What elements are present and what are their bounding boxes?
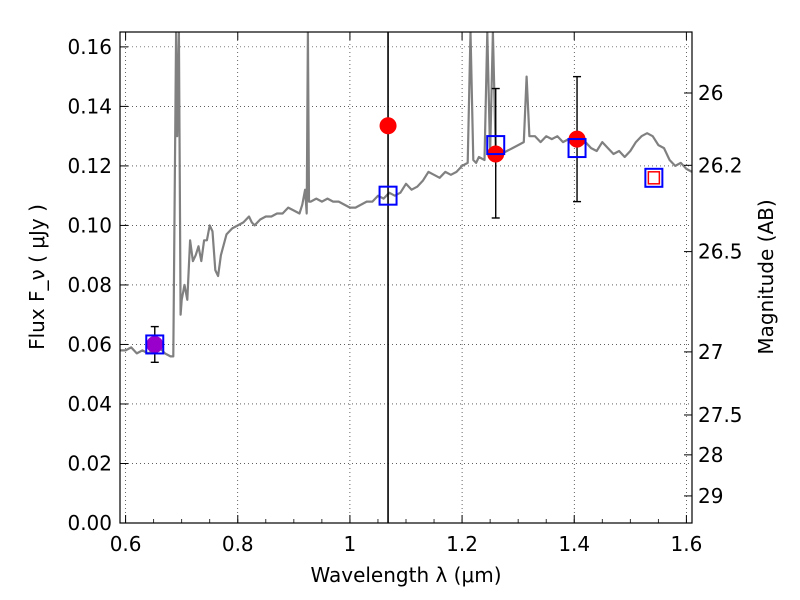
y-tick-label: 0.08 bbox=[67, 273, 112, 297]
right-tick-label: 26.5 bbox=[698, 240, 743, 264]
right-tick-label: 26 bbox=[698, 81, 723, 105]
y-tick-label: 0.06 bbox=[67, 332, 112, 356]
model-point bbox=[567, 138, 587, 159]
x-tick-label: 1.2 bbox=[446, 532, 478, 556]
right-axis-title: Magnitude (AB) bbox=[754, 199, 778, 354]
y-tick-label: 0.14 bbox=[67, 94, 112, 118]
x-tick-label: 1 bbox=[344, 532, 357, 556]
x-tick-label: 0.8 bbox=[222, 532, 254, 556]
y-axis-title: Flux F_ν ( μJy ) bbox=[25, 204, 49, 350]
x-axis-title: Wavelength λ (μm) bbox=[310, 563, 501, 587]
model-point bbox=[378, 185, 398, 206]
right-tick-label: 26.2 bbox=[698, 153, 743, 177]
grid-lines bbox=[120, 32, 692, 523]
data-point bbox=[146, 335, 164, 353]
data-point bbox=[379, 117, 397, 135]
model-point bbox=[644, 167, 664, 188]
upper-limit-point bbox=[647, 171, 661, 185]
model-point bbox=[145, 334, 165, 355]
y-tick-label: 0.00 bbox=[67, 511, 112, 535]
y-tick-label: 0.12 bbox=[67, 154, 112, 178]
x-tick-label: 1.4 bbox=[558, 532, 590, 556]
y-tick-label: 0.10 bbox=[67, 213, 112, 237]
y-tick-label: 0.02 bbox=[67, 451, 112, 475]
right-tick-label: 28 bbox=[698, 443, 723, 467]
axis-ticks: 0.6 0.8 1 1.2 1.4 1.6 0.00 0.02 0.04 0.06 0.08 0.10… bbox=[67, 32, 743, 556]
y-tick-label: 0.16 bbox=[67, 35, 112, 59]
right-tick-label: 27 bbox=[698, 340, 723, 364]
model-point bbox=[486, 135, 506, 156]
x-tick-label: 1.6 bbox=[670, 532, 702, 556]
plot-area bbox=[120, 32, 692, 523]
right-tick-label: 29 bbox=[698, 484, 723, 508]
y-tick-label: 0.04 bbox=[67, 392, 112, 416]
right-tick-label: 27.5 bbox=[698, 403, 743, 427]
x-tick-label: 0.6 bbox=[110, 532, 142, 556]
